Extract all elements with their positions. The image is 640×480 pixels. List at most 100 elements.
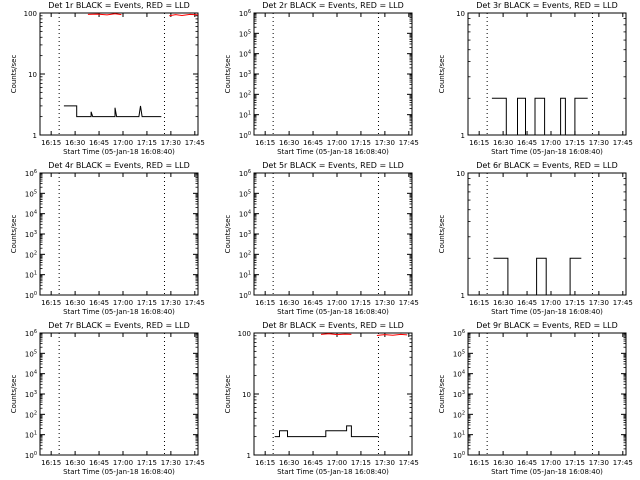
x-tick-label: 16:45 bbox=[303, 299, 323, 307]
y-tick-exponent: 3 bbox=[34, 390, 37, 396]
y-tick-label: 100 bbox=[25, 291, 37, 300]
y-tick-label: 102 bbox=[239, 90, 251, 99]
y-tick-label: 1 bbox=[33, 132, 37, 140]
x-tick-label: 17:00 bbox=[327, 459, 347, 467]
axes-box bbox=[253, 12, 413, 136]
x-tick-label: 16:30 bbox=[493, 459, 513, 467]
y-tick-label: 102 bbox=[25, 250, 37, 259]
panel-det4: Det 4r BLACK = Events, RED = LLD 16:15 16:… bbox=[10, 161, 205, 316]
y-tick-label: 103 bbox=[25, 390, 37, 399]
y-tick-exponent: 1 bbox=[34, 431, 37, 437]
x-tick-label: 16:45 bbox=[89, 459, 109, 467]
x-tick-label: 17:45 bbox=[613, 459, 633, 467]
chart-title: Det 6r BLACK = Events, RED = LLD bbox=[476, 161, 618, 170]
y-tick-exponent: 0 bbox=[248, 131, 251, 137]
y-tick-label: 104 bbox=[25, 370, 37, 379]
y-tick-exponent: 3 bbox=[248, 230, 251, 236]
x-tick-label: 16:45 bbox=[303, 139, 323, 147]
y-tick-label: 101 bbox=[453, 431, 465, 440]
y-tick-label: 10 bbox=[456, 10, 465, 18]
y-tick-label: 1 bbox=[461, 292, 465, 300]
y-tick-exponent: 0 bbox=[34, 291, 37, 297]
x-tick-label: 16:45 bbox=[517, 459, 537, 467]
y-tick-exponent: 5 bbox=[34, 349, 37, 355]
y-tick-label: 104 bbox=[453, 370, 465, 379]
x-tick-label: 16:30 bbox=[279, 299, 299, 307]
y-tick-exponent: 6 bbox=[248, 169, 251, 175]
series-events bbox=[491, 97, 588, 136]
x-tick-label: 17:30 bbox=[375, 139, 395, 147]
x-tick-label: 17:00 bbox=[541, 299, 561, 307]
y-tick-label: 103 bbox=[25, 230, 37, 239]
x-tick-label: 17:00 bbox=[327, 299, 347, 307]
axes-box bbox=[467, 332, 627, 456]
y-tick-exponent: 4 bbox=[34, 370, 37, 376]
y-tick-exponent: 4 bbox=[34, 210, 37, 216]
series-lld bbox=[376, 333, 408, 336]
x-tick-label: 17:00 bbox=[113, 459, 133, 467]
x-tick-label: 17:30 bbox=[589, 459, 609, 467]
x-tick-label: 16:15 bbox=[255, 299, 275, 307]
y-tick-exponent: 4 bbox=[248, 50, 251, 56]
y-tick-label: 101 bbox=[25, 431, 37, 440]
panel-det8: Det 8r BLACK = Events, RED = LLD 16:15 16:… bbox=[224, 321, 419, 476]
x-tick-label: 17:30 bbox=[375, 299, 395, 307]
x-tick-label: 17:45 bbox=[399, 299, 419, 307]
y-tick-exponent: 6 bbox=[34, 169, 37, 175]
y-tick-exponent: 2 bbox=[462, 410, 465, 416]
x-tick-label: 16:15 bbox=[469, 459, 489, 467]
y-tick-label: 103 bbox=[239, 230, 251, 239]
y-tick-label: 100 bbox=[24, 10, 37, 18]
x-tick-label: 17:00 bbox=[541, 139, 561, 147]
y-tick-label: 101 bbox=[25, 271, 37, 280]
x-tick-label: 17:15 bbox=[351, 139, 371, 147]
y-axis-label: Counts/sec bbox=[10, 375, 18, 414]
axes-box bbox=[467, 12, 627, 136]
y-tick-exponent: 3 bbox=[462, 390, 465, 396]
x-axis-label: Start Time (05-Jan-18 16:08:40) bbox=[277, 308, 389, 316]
y-tick-label: 106 bbox=[239, 169, 251, 178]
x-tick-label: 17:15 bbox=[137, 139, 157, 147]
y-tick-label: 105 bbox=[239, 29, 251, 38]
y-tick-label: 100 bbox=[238, 330, 251, 338]
axes-box bbox=[467, 172, 627, 296]
x-tick-label: 16:30 bbox=[65, 299, 85, 307]
series-lld bbox=[320, 333, 352, 336]
x-tick-label: 16:15 bbox=[255, 139, 275, 147]
x-tick-label: 17:45 bbox=[185, 459, 205, 467]
x-tick-label: 16:45 bbox=[89, 139, 109, 147]
x-tick-label: 17:30 bbox=[589, 139, 609, 147]
y-tick-label: 10 bbox=[28, 71, 37, 79]
chart-title: Det 4r BLACK = Events, RED = LLD bbox=[48, 161, 190, 170]
x-tick-label: 17:30 bbox=[161, 459, 181, 467]
y-tick-exponent: 5 bbox=[462, 349, 465, 355]
x-tick-label: 17:15 bbox=[137, 459, 157, 467]
y-tick-exponent: 4 bbox=[248, 210, 251, 216]
y-tick-exponent: 1 bbox=[462, 431, 465, 437]
panel-det9: Det 9r BLACK = Events, RED = LLD 16:15 16:… bbox=[438, 321, 633, 476]
y-tick-label: 104 bbox=[239, 50, 251, 59]
chart-title: Det 7r BLACK = Events, RED = LLD bbox=[48, 321, 190, 330]
x-tick-label: 16:15 bbox=[469, 299, 489, 307]
y-tick-label: 102 bbox=[239, 250, 251, 259]
y-tick-label: 10 bbox=[456, 170, 465, 178]
x-tick-label: 17:30 bbox=[375, 459, 395, 467]
chart-title: Det 3r BLACK = Events, RED = LLD bbox=[476, 1, 618, 10]
y-axis-label: Counts/sec bbox=[224, 215, 232, 254]
x-tick-label: 17:45 bbox=[399, 139, 419, 147]
y-axis-label: Counts/sec bbox=[438, 215, 446, 254]
x-tick-label: 17:15 bbox=[565, 139, 585, 147]
y-axis-label: Counts/sec bbox=[438, 375, 446, 414]
panel-det2: Det 2r BLACK = Events, RED = LLD 16:15 16:… bbox=[224, 1, 419, 156]
x-tick-label: 16:45 bbox=[517, 139, 537, 147]
y-tick-exponent: 1 bbox=[248, 111, 251, 117]
x-tick-label: 16:30 bbox=[493, 299, 513, 307]
y-tick-exponent: 5 bbox=[248, 189, 251, 195]
y-tick-label: 104 bbox=[25, 210, 37, 219]
y-tick-exponent: 3 bbox=[248, 70, 251, 76]
x-tick-label: 16:30 bbox=[279, 139, 299, 147]
y-tick-exponent: 6 bbox=[248, 9, 251, 15]
x-tick-label: 16:45 bbox=[517, 299, 537, 307]
x-tick-label: 17:45 bbox=[613, 139, 633, 147]
